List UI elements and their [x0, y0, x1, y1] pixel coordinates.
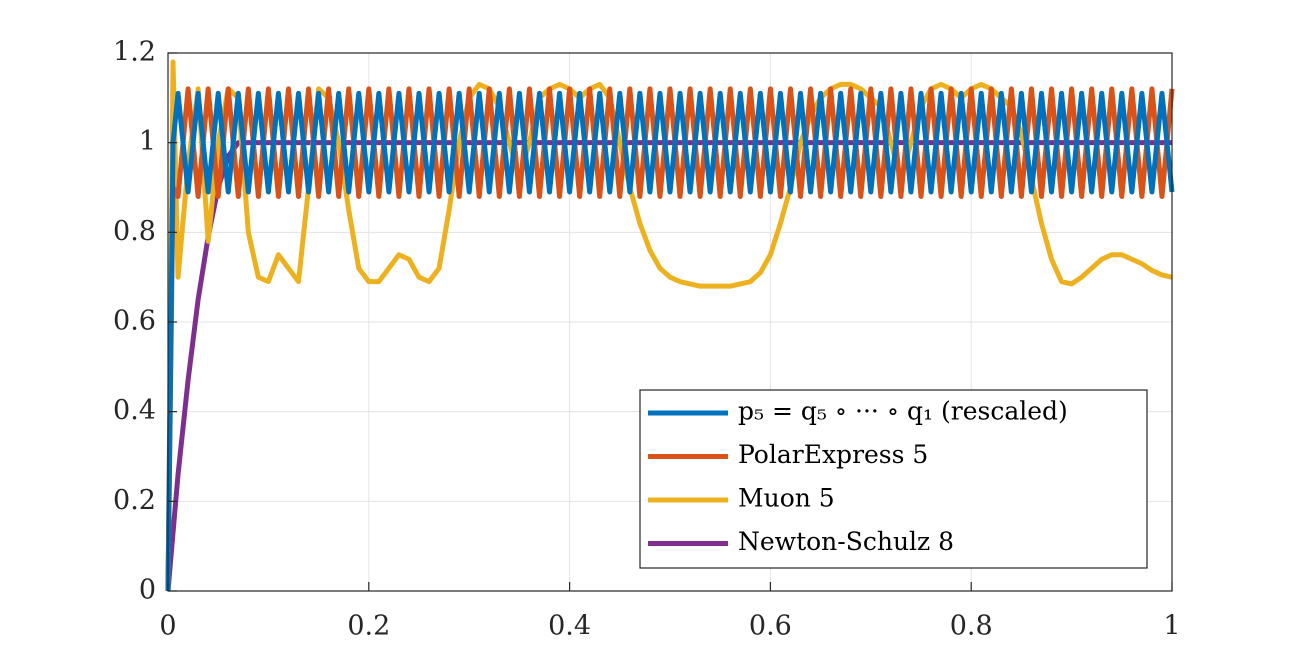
y-tick-label: 0.6 — [113, 306, 156, 337]
x-tick-label: 0.2 — [347, 611, 390, 642]
y-tick-label: 0 — [139, 575, 156, 606]
legend-box — [639, 389, 1148, 569]
y-tick-label: 0.4 — [113, 395, 156, 426]
x-tick-label: 0.4 — [548, 611, 591, 642]
y-tick-label: 0.2 — [113, 485, 156, 516]
ticks: 0 0.2 0.4 0.6 0.8 1 0 0.2 0.4 0.6 0.8 1 1.2 — [113, 37, 1181, 642]
legend-label: Newton-Schulz 8 — [738, 527, 954, 556]
y-tick-label: 0.8 — [113, 216, 156, 247]
legend: p₅ = q₅ ∘ ··· ∘ q₁ (rescaled) PolarExpres… — [639, 389, 1148, 569]
x-tick-label: 0 — [159, 611, 176, 642]
x-tick-label: 0.8 — [950, 611, 993, 642]
legend-label: p₅ = q₅ ∘ ··· ∘ q₁ (rescaled) — [738, 397, 1068, 426]
legend-label: PolarExpress 5 — [738, 440, 928, 469]
lines — [165, 59, 1175, 592]
y-tick-label: 1 — [139, 126, 156, 157]
legend-label: Muon 5 — [738, 484, 835, 513]
series-line — [165, 90, 1175, 592]
x-tick-label: 1 — [1163, 611, 1180, 642]
y-tick-label: 1.2 — [113, 37, 156, 68]
x-tick-label: 0.6 — [749, 611, 792, 642]
